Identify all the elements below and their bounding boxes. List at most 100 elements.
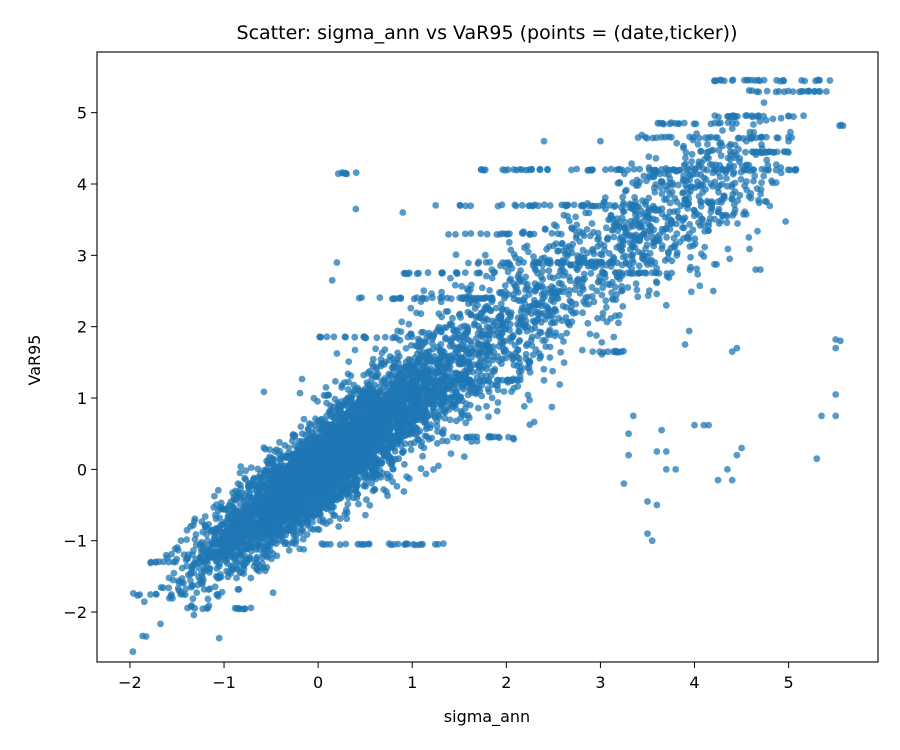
data-point: [276, 438, 283, 446]
data-point: [469, 368, 477, 376]
data-point: [333, 475, 340, 482]
data-point: [423, 366, 431, 374]
data-point: [298, 375, 306, 383]
data-point: [372, 363, 380, 371]
data-point: [184, 571, 192, 579]
data-point: [269, 479, 277, 486]
data-point: [295, 490, 303, 498]
data-point: [372, 445, 380, 453]
data-point: [471, 305, 479, 312]
data-point: [290, 524, 298, 532]
data-point: [478, 392, 486, 400]
data-point: [288, 480, 295, 488]
data-point: [266, 453, 273, 461]
data-point: [304, 462, 311, 470]
data-point: [304, 484, 312, 492]
data-point: [350, 442, 358, 450]
data-point: [401, 363, 409, 371]
data-point: [379, 422, 387, 429]
data-point: [433, 440, 441, 447]
data-point: [417, 465, 425, 473]
data-point: [215, 549, 223, 557]
data-point: [401, 461, 408, 468]
data-point: [347, 408, 355, 416]
data-point: [321, 440, 329, 447]
data-point: [139, 632, 147, 640]
data-point: [377, 474, 385, 481]
data-point: [441, 414, 449, 422]
data-point: [279, 538, 287, 545]
data-point: [391, 448, 399, 455]
data-point: [478, 372, 485, 379]
data-point: [422, 470, 430, 478]
data-point: [420, 287, 428, 295]
data-point: [485, 335, 493, 343]
data-point: [275, 517, 283, 525]
data-point: [323, 412, 330, 420]
data-point: [189, 595, 197, 603]
data-point: [258, 542, 266, 550]
data-point: [462, 400, 470, 407]
data-point: [238, 551, 245, 558]
data-point: [262, 445, 269, 453]
data-point: [422, 417, 430, 425]
data-point: [376, 408, 384, 416]
data-point: [390, 404, 398, 412]
data-point: [326, 421, 333, 429]
data-point: [418, 393, 425, 401]
data-point: [485, 413, 492, 421]
data-point: [483, 402, 490, 410]
data-point: [337, 415, 345, 422]
data-point: [244, 518, 252, 525]
data-point: [272, 535, 279, 543]
data-point: [220, 532, 228, 539]
data-point: [314, 398, 321, 405]
data-point: [383, 427, 390, 435]
data-point: [389, 478, 396, 486]
data-point: [222, 505, 230, 513]
data-point: [380, 377, 388, 385]
data-point: [431, 412, 439, 419]
data-point: [465, 259, 472, 267]
data-point: [323, 399, 330, 407]
data-point: [368, 480, 376, 487]
data-point: [235, 558, 243, 566]
data-point: [299, 526, 307, 534]
data-point: [536, 355, 544, 362]
data-point: [368, 417, 375, 424]
data-point: [252, 546, 260, 553]
data-point: [435, 462, 442, 470]
data-point: [396, 372, 404, 379]
data-point: [190, 517, 198, 525]
data-point: [376, 389, 384, 396]
data-point: [428, 434, 436, 442]
data-point: [267, 528, 274, 536]
data-point: [263, 564, 271, 571]
data-point: [268, 555, 275, 563]
data-point: [341, 399, 349, 407]
data-point: [227, 498, 235, 506]
data-point: [325, 447, 332, 455]
data-point: [286, 503, 294, 511]
data-point: [435, 365, 442, 373]
data-point: [358, 394, 365, 402]
data-point: [214, 486, 222, 494]
data-point: [395, 437, 403, 445]
data-point: [396, 416, 404, 424]
data-point: [322, 384, 330, 391]
data-point: [183, 536, 191, 543]
data-point: [254, 465, 262, 473]
data-point: [340, 423, 348, 431]
data-point: [234, 540, 242, 548]
data-point: [320, 464, 327, 471]
data-point: [292, 536, 300, 544]
data-point: [243, 545, 250, 553]
data-point: [198, 578, 206, 586]
data-point: [395, 455, 403, 463]
data-point: [419, 452, 426, 460]
data-point: [177, 537, 185, 544]
data-point: [382, 488, 390, 495]
data-point: [470, 321, 478, 329]
data-point: [422, 425, 430, 433]
data-point: [374, 425, 382, 432]
